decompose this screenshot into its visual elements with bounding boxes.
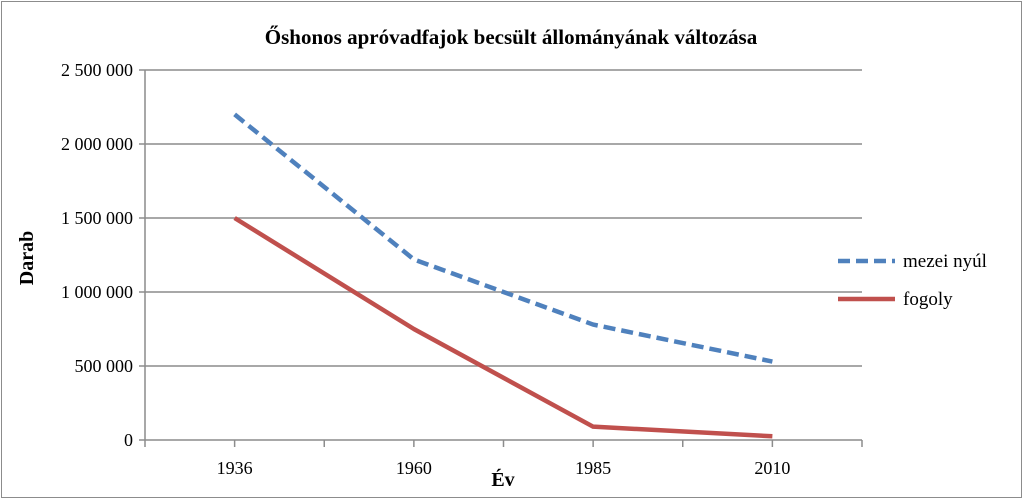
y-tick-label: 2 000 000 [61,134,133,154]
series-lines [233,112,773,439]
y-tick-label: 0 [124,430,133,450]
x-tick-label: 1985 [575,458,611,478]
legend: mezei nyúl fogoly [838,251,987,310]
chart-title: Őshonos apróvadfajok becsült állományána… [265,25,758,49]
y-tick-label: 1 500 000 [61,208,133,228]
legend-label: fogoly [903,289,953,310]
series-line-fogoly [233,216,773,439]
legend-label: mezei nyúl [903,251,987,272]
x-tick-label: 1936 [217,458,253,478]
y-tick-label: 500 000 [75,356,134,376]
series-line-mezei-nyúl [233,112,773,364]
x-tick-labels: 1936 1960 1985 2010 [217,458,791,478]
y-tick-label: 1 000 000 [61,282,133,302]
x-tick-label: 2010 [754,458,790,478]
x-tick-label: 1960 [396,458,432,478]
y-tick-label: 2 500 000 [61,60,133,80]
y-axis-title: Darab [16,231,38,285]
y-tick-labels: 0 500 000 1 000 000 1 500 000 2 000 000 2 500… [61,60,133,450]
axes [144,70,863,447]
x-axis-title: Év [491,468,514,491]
gridlines [139,69,862,441]
